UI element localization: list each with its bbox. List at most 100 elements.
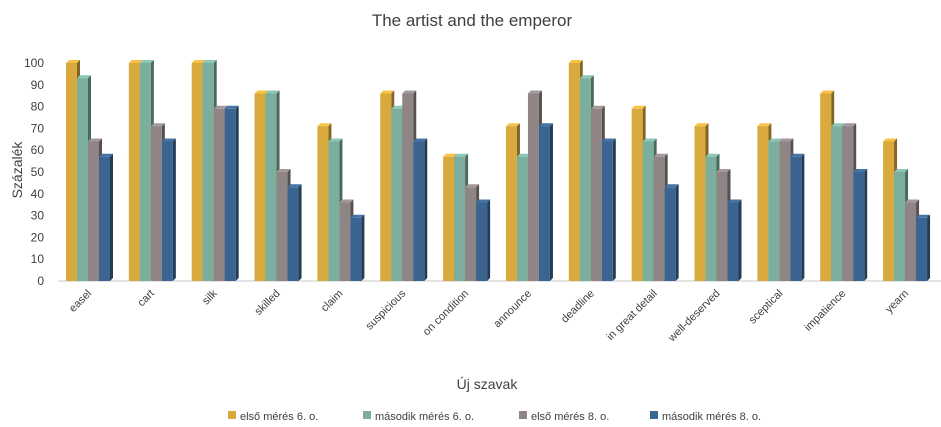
bar-front — [757, 126, 769, 281]
bar-front — [831, 126, 843, 281]
bar-side — [110, 153, 113, 281]
y-tick-label: 50 — [31, 165, 45, 179]
bar-top — [465, 184, 480, 188]
bar-front — [139, 63, 151, 281]
bar-front — [254, 93, 266, 282]
legend-item: második mérés 8. o. — [650, 411, 761, 423]
legend-label: második mérés 8. o. — [662, 411, 761, 423]
bar-side — [801, 153, 805, 281]
bar-front — [516, 156, 528, 281]
y-axis-title: Százalék — [9, 141, 25, 199]
bar-top — [842, 123, 857, 127]
y-tick-label: 30 — [31, 209, 45, 223]
bar-front — [894, 172, 906, 281]
bar-top — [276, 169, 291, 172]
legend-item: első mérés 8. o. — [519, 411, 609, 423]
bar-front — [339, 202, 351, 281]
bar-front — [276, 172, 288, 281]
x-axis-title: Új szavak — [457, 376, 519, 392]
bar-top — [350, 214, 365, 218]
bar-front — [454, 156, 466, 281]
legend-label: első mérés 8. o. — [531, 411, 609, 423]
bar-side — [298, 184, 302, 281]
legend-item: első mérés 6. o. — [228, 411, 318, 423]
bar-top — [853, 169, 868, 172]
bar-top — [339, 199, 354, 203]
bar-front — [694, 126, 706, 281]
bar-front — [853, 172, 865, 281]
bar — [224, 105, 239, 281]
bar-top — [631, 105, 646, 109]
bar-front — [443, 156, 455, 281]
bar-top — [265, 90, 280, 94]
bar-front — [161, 141, 173, 281]
bar-top — [161, 138, 176, 142]
bar-front — [465, 187, 477, 281]
bar-side — [235, 105, 239, 281]
y-tick-label: 60 — [31, 143, 45, 157]
bar-top — [224, 105, 239, 109]
bar-top — [66, 60, 80, 63]
legend-label: második mérés 6. o. — [375, 411, 474, 423]
bar-top — [254, 90, 269, 94]
bar-side — [864, 169, 868, 281]
bar-top — [99, 153, 113, 157]
bar-front — [128, 63, 140, 281]
bar — [790, 153, 805, 281]
category-label: on condition — [421, 288, 471, 338]
bar-front — [99, 156, 110, 281]
category-label: yearn — [883, 288, 911, 316]
bar-top — [905, 199, 920, 203]
bar-top — [894, 169, 909, 172]
bar-top — [790, 153, 805, 157]
bar-front — [402, 93, 414, 282]
bar-front — [568, 63, 580, 281]
bar-front — [631, 108, 643, 281]
category-label: well-deserved — [665, 288, 722, 345]
chart-title: The artist and the emperor — [372, 11, 573, 30]
category-label: easel — [67, 288, 94, 315]
bar — [476, 199, 491, 281]
bar-front — [88, 141, 99, 281]
bar-front — [328, 141, 340, 281]
bar-top — [413, 138, 428, 142]
bar-top — [77, 75, 91, 79]
bar-side — [675, 184, 679, 281]
bar — [287, 184, 302, 281]
bar-top — [443, 153, 458, 157]
bar-front — [224, 108, 236, 281]
bar-front — [66, 63, 77, 281]
bar-top — [716, 169, 731, 172]
bar-top — [831, 123, 846, 127]
bar-top — [505, 123, 520, 127]
bar-top — [287, 184, 302, 188]
bar-front — [380, 93, 392, 282]
legend-swatch — [363, 411, 371, 419]
bar-side — [487, 199, 491, 281]
bar-front — [413, 141, 425, 281]
bar-front — [779, 141, 791, 281]
bar-front — [590, 108, 602, 281]
bar-top — [476, 199, 491, 203]
y-tick-label: 90 — [31, 78, 45, 92]
category-label: announce — [491, 288, 534, 331]
legend-swatch — [228, 411, 236, 419]
bar-top — [820, 90, 835, 94]
bar — [853, 169, 868, 281]
bar-top — [916, 214, 931, 218]
bar-top — [391, 105, 406, 109]
bar — [413, 138, 428, 281]
y-tick-label: 80 — [31, 100, 45, 114]
bar-top — [328, 138, 343, 142]
bar — [99, 153, 113, 281]
category-label: claim — [319, 288, 346, 315]
legend-swatch — [519, 411, 527, 419]
category-label: impatience — [802, 288, 848, 334]
bar-side — [549, 123, 553, 281]
y-tick-label: 70 — [31, 121, 45, 135]
bar-top — [694, 123, 709, 127]
category-labels: easel cart silk skilled claim suspicious on co… — [67, 287, 911, 345]
bar-side — [424, 138, 428, 281]
category-label: deadline — [559, 288, 597, 326]
